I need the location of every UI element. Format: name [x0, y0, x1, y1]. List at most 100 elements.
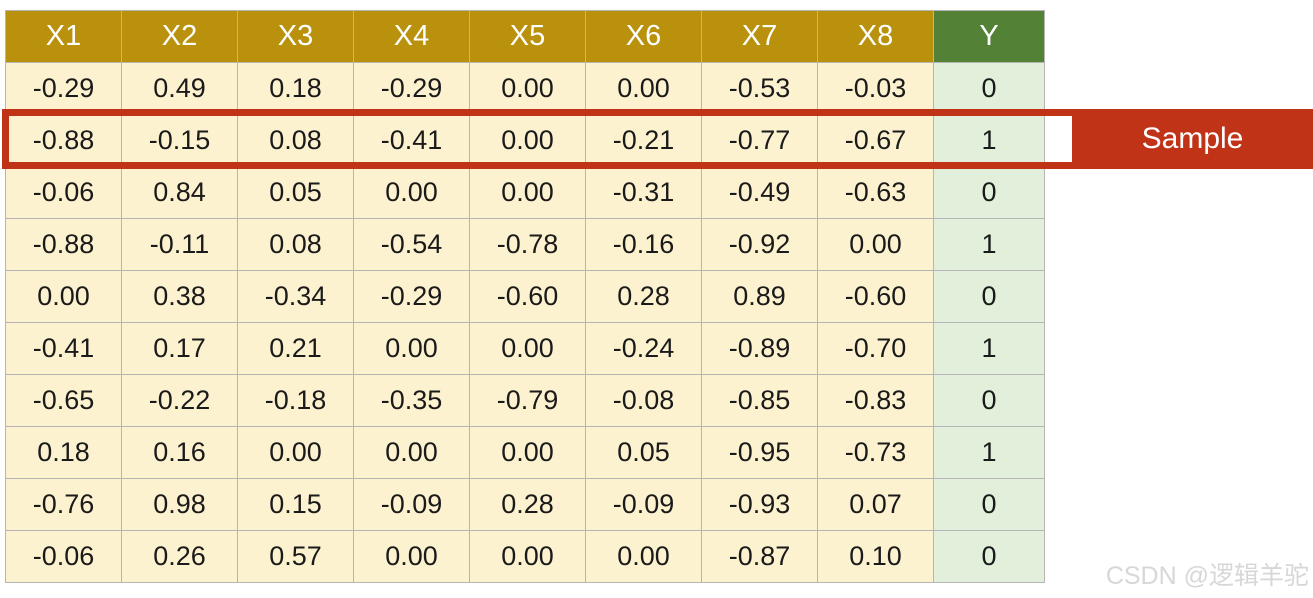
sample-callout-label: Sample [1141, 122, 1244, 155]
table-cell: -0.29 [353, 62, 470, 115]
table-cell: -0.31 [585, 166, 702, 219]
table-cell: -0.03 [817, 62, 934, 115]
table-cell: 0.08 [237, 114, 354, 167]
table-cell: -0.11 [121, 218, 238, 271]
table-cell: -0.67 [817, 114, 934, 167]
table-cell: -0.92 [701, 218, 818, 271]
table-cell: -0.18 [237, 374, 354, 427]
table-cell: 1 [933, 218, 1045, 271]
column-header-x2: X2 [121, 10, 238, 63]
column-header-x5: X5 [469, 10, 586, 63]
table-cell: 0.00 [585, 530, 702, 583]
table-cell: -0.09 [585, 478, 702, 531]
table-cell: 0.17 [121, 322, 238, 375]
table-body: -0.29 0.49 0.18 -0.29 0.00 0.00 -0.53 -0.03 0 -0.… [5, 62, 1045, 583]
table-cell: 0 [933, 374, 1045, 427]
table-cell: 0.26 [121, 530, 238, 583]
table-cell: -0.08 [585, 374, 702, 427]
table-row: -0.06 0.26 0.57 0.00 0.00 0.00 -0.87 0.10 0 [5, 530, 1045, 583]
table-cell: 1 [933, 426, 1045, 479]
table-cell: -0.15 [121, 114, 238, 167]
table-cell: -0.24 [585, 322, 702, 375]
table-cell: -0.70 [817, 322, 934, 375]
table-cell: 0.00 [469, 114, 586, 167]
table-cell: 0.98 [121, 478, 238, 531]
table-row: -0.88 -0.15 0.08 -0.41 0.00 -0.21 -0.77 -0.67 1 [5, 114, 1045, 167]
table-row: -0.06 0.84 0.05 0.00 0.00 -0.31 -0.49 -0.63 0 [5, 166, 1045, 219]
table-cell: 0.28 [585, 270, 702, 323]
table-cell: -0.49 [701, 166, 818, 219]
table-cell: 0.00 [353, 322, 470, 375]
table-cell: -0.93 [701, 478, 818, 531]
table-row: -0.76 0.98 0.15 -0.09 0.28 -0.09 -0.93 0.07 0 [5, 478, 1045, 531]
column-header-x1: X1 [5, 10, 122, 63]
table-row: -0.41 0.17 0.21 0.00 0.00 -0.24 -0.89 -0.70 1 [5, 322, 1045, 375]
table-cell: 0 [933, 478, 1045, 531]
table-cell: 0.00 [585, 62, 702, 115]
watermark: CSDN @逻辑羊驼 [1105, 562, 1309, 590]
table-cell: 0.84 [121, 166, 238, 219]
table-cell: 0.00 [469, 426, 586, 479]
table-cell: 0 [933, 62, 1045, 115]
table-cell: 0.00 [353, 530, 470, 583]
table-cell: -0.29 [353, 270, 470, 323]
table-cell: 0.21 [237, 322, 354, 375]
table-cell: 0.00 [469, 62, 586, 115]
table-cell: 0.00 [817, 218, 934, 271]
table-cell: 1 [933, 114, 1045, 167]
table-cell: 0.10 [817, 530, 934, 583]
table-cell: 0.00 [353, 166, 470, 219]
table-cell: -0.79 [469, 374, 586, 427]
table-cell: 0.05 [237, 166, 354, 219]
dataset-table-container: X1 X2 X3 X4 X5 X6 X7 X8 Y -0.29 0.49 0.18 -0.29 0.00… [5, 10, 1045, 583]
table-cell: 0 [933, 530, 1045, 583]
column-header-x6: X6 [585, 10, 702, 63]
table-row: -0.65 -0.22 -0.18 -0.35 -0.79 -0.08 -0.85 -0.83… [5, 374, 1045, 427]
table-cell: -0.09 [353, 478, 470, 531]
table-cell: -0.87 [701, 530, 818, 583]
table-cell: -0.60 [817, 270, 934, 323]
table-cell: 1 [933, 322, 1045, 375]
table-cell: -0.73 [817, 426, 934, 479]
table-cell: -0.06 [5, 530, 122, 583]
table-cell: -0.53 [701, 62, 818, 115]
table-cell: -0.78 [469, 218, 586, 271]
table-cell: -0.63 [817, 166, 934, 219]
data-table: X1 X2 X3 X4 X5 X6 X7 X8 Y -0.29 0.49 0.18 -0.29 0.00… [5, 10, 1045, 583]
table-cell: -0.95 [701, 426, 818, 479]
table-cell: 0.08 [237, 218, 354, 271]
table-row: -0.88 -0.11 0.08 -0.54 -0.78 -0.16 -0.92 0.00 1 [5, 218, 1045, 271]
table-row: 0.00 0.38 -0.34 -0.29 -0.60 0.28 0.89 -0.60 0 [5, 270, 1045, 323]
table-row: -0.29 0.49 0.18 -0.29 0.00 0.00 -0.53 -0.03 0 [5, 62, 1045, 115]
table-cell: 0 [933, 270, 1045, 323]
table-cell: -0.85 [701, 374, 818, 427]
table-cell: 0.57 [237, 530, 354, 583]
table-cell: -0.77 [701, 114, 818, 167]
table-cell: -0.83 [817, 374, 934, 427]
table-cell: -0.60 [469, 270, 586, 323]
table-cell: -0.16 [585, 218, 702, 271]
table-cell: -0.88 [5, 218, 122, 271]
table-cell: -0.65 [5, 374, 122, 427]
table-cell: 0.38 [121, 270, 238, 323]
table-cell: -0.21 [585, 114, 702, 167]
table-cell: -0.29 [5, 62, 122, 115]
table-cell: -0.41 [353, 114, 470, 167]
column-header-y: Y [933, 10, 1045, 63]
table-cell: -0.54 [353, 218, 470, 271]
column-header-x8: X8 [817, 10, 934, 63]
table-cell: 0.49 [121, 62, 238, 115]
table-cell: 0.00 [469, 322, 586, 375]
table-cell: 0.16 [121, 426, 238, 479]
table-row: 0.18 0.16 0.00 0.00 0.00 0.05 -0.95 -0.73 1 [5, 426, 1045, 479]
table-header-row: X1 X2 X3 X4 X5 X6 X7 X8 Y [5, 10, 1045, 63]
table-cell: 0.18 [5, 426, 122, 479]
table-cell: 0.28 [469, 478, 586, 531]
table-cell: 0.18 [237, 62, 354, 115]
column-header-x7: X7 [701, 10, 818, 63]
sample-callout: Sample [1072, 109, 1313, 169]
table-cell: 0.15 [237, 478, 354, 531]
table-header: X1 X2 X3 X4 X5 X6 X7 X8 Y [5, 10, 1045, 63]
table-cell: -0.35 [353, 374, 470, 427]
table-cell: 0.00 [353, 426, 470, 479]
